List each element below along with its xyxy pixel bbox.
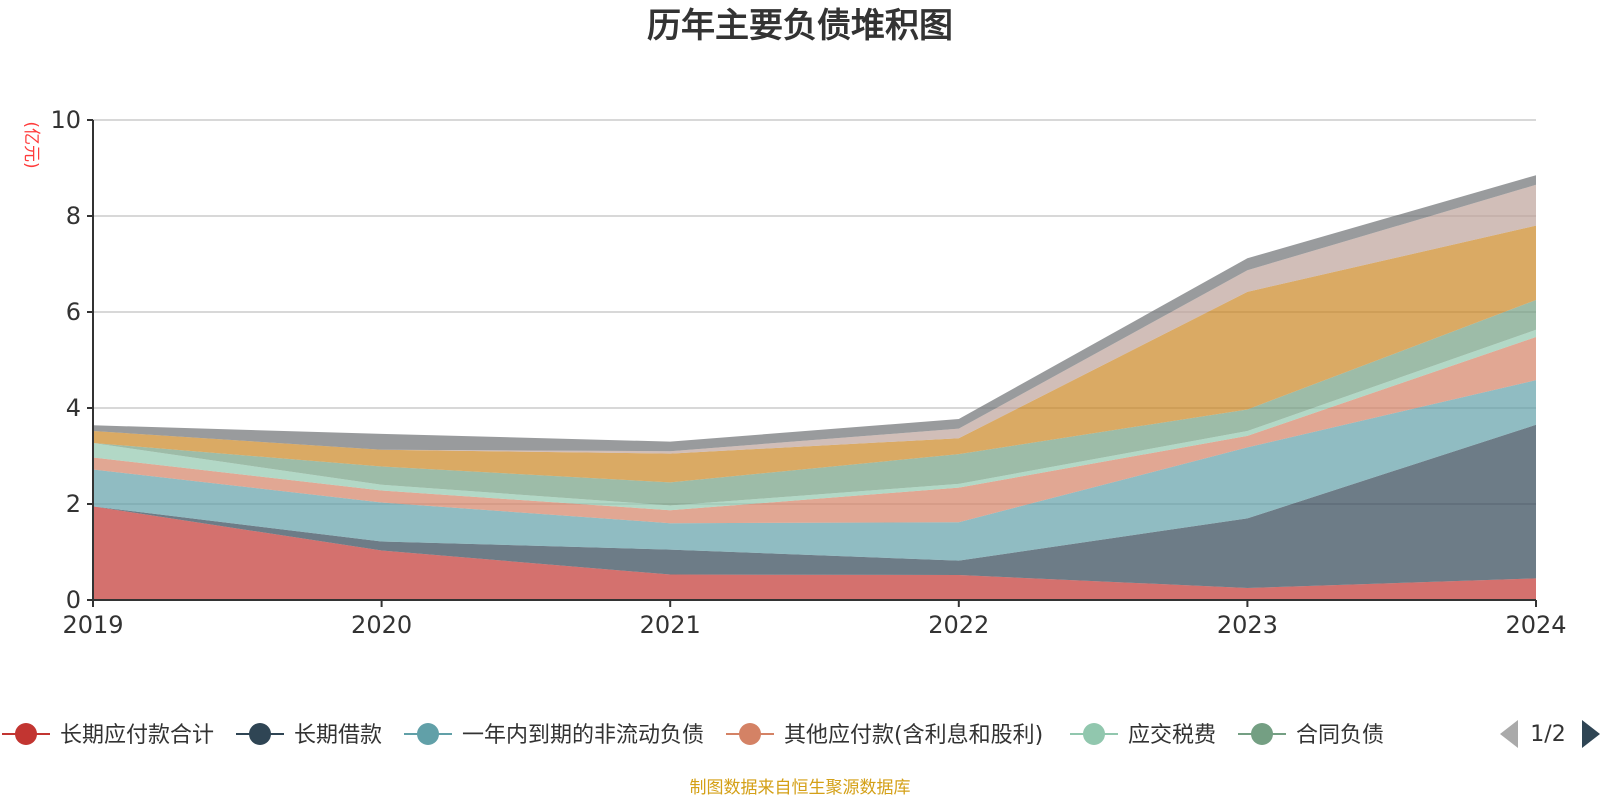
data-source-note: 制图数据来自恒生聚源数据库: [690, 778, 911, 798]
y-tick-label: 2: [66, 490, 81, 518]
y-tick-label: 6: [66, 298, 81, 326]
legend-label: 合同负债: [1296, 723, 1384, 748]
legend-next-page-icon[interactable]: [1582, 720, 1600, 748]
legend-label: 应交税费: [1128, 723, 1216, 748]
x-tick-label: 2020: [351, 611, 412, 639]
legend-item-1[interactable]: 长期应付款合计: [2, 723, 214, 748]
legend-marker-icon: [417, 723, 439, 745]
x-tick-label: 2021: [640, 611, 701, 639]
legend-item-2[interactable]: 长期借款: [236, 723, 382, 748]
series-area-3: [93, 380, 1536, 561]
y-tick-label: 0: [66, 586, 81, 614]
legend-page-indicator: 1/2: [1530, 722, 1565, 747]
x-tick-label: 2019: [62, 611, 123, 639]
legend-label: 长期借款: [294, 723, 382, 748]
axes: 0 2 4 6 8 10 2019 2020 2021 2022 2023 2024: [50, 106, 1566, 639]
legend-marker-icon: [1083, 723, 1105, 745]
series-area-1: [93, 506, 1536, 600]
legend-label: 长期应付款合计: [60, 723, 214, 748]
legend-marker-icon: [249, 723, 271, 745]
chart-title: 历年主要负债堆积图: [647, 6, 953, 46]
x-tick-label: 2023: [1217, 611, 1278, 639]
legend-label: 一年内到期的非流动负债: [462, 723, 704, 748]
stacked-areas: [93, 175, 1536, 600]
legend-marker-icon: [739, 723, 761, 745]
legend-prev-page-icon[interactable]: [1500, 720, 1518, 748]
legend-item-3[interactable]: 一年内到期的非流动负债: [404, 723, 704, 748]
series-area-2: [93, 424, 1536, 588]
y-tick-label: 10: [50, 106, 81, 134]
legend-pager: 1/2: [1500, 720, 1600, 748]
legend-item-5[interactable]: 应交税费: [1070, 723, 1216, 748]
series-area-7: [93, 225, 1536, 483]
x-tick-label: 2024: [1505, 611, 1566, 639]
y-tick-label: 8: [66, 202, 81, 230]
x-tick-label: 2022: [928, 611, 989, 639]
legend: 长期应付款合计 长期借款 一年内到期的非流动负债 其他应付款(含利息和股利) 应交税费 合…: [2, 723, 1384, 748]
legend-marker-icon: [1251, 723, 1273, 745]
legend-item-4[interactable]: 其他应付款(含利息和股利): [726, 723, 1043, 748]
y-axis-unit-label: (亿元): [21, 121, 41, 168]
legend-label: 其他应付款(含利息和股利): [784, 723, 1043, 748]
legend-marker-icon: [15, 723, 37, 745]
legend-item-6[interactable]: 合同负债: [1238, 723, 1384, 748]
y-tick-label: 4: [66, 394, 81, 422]
